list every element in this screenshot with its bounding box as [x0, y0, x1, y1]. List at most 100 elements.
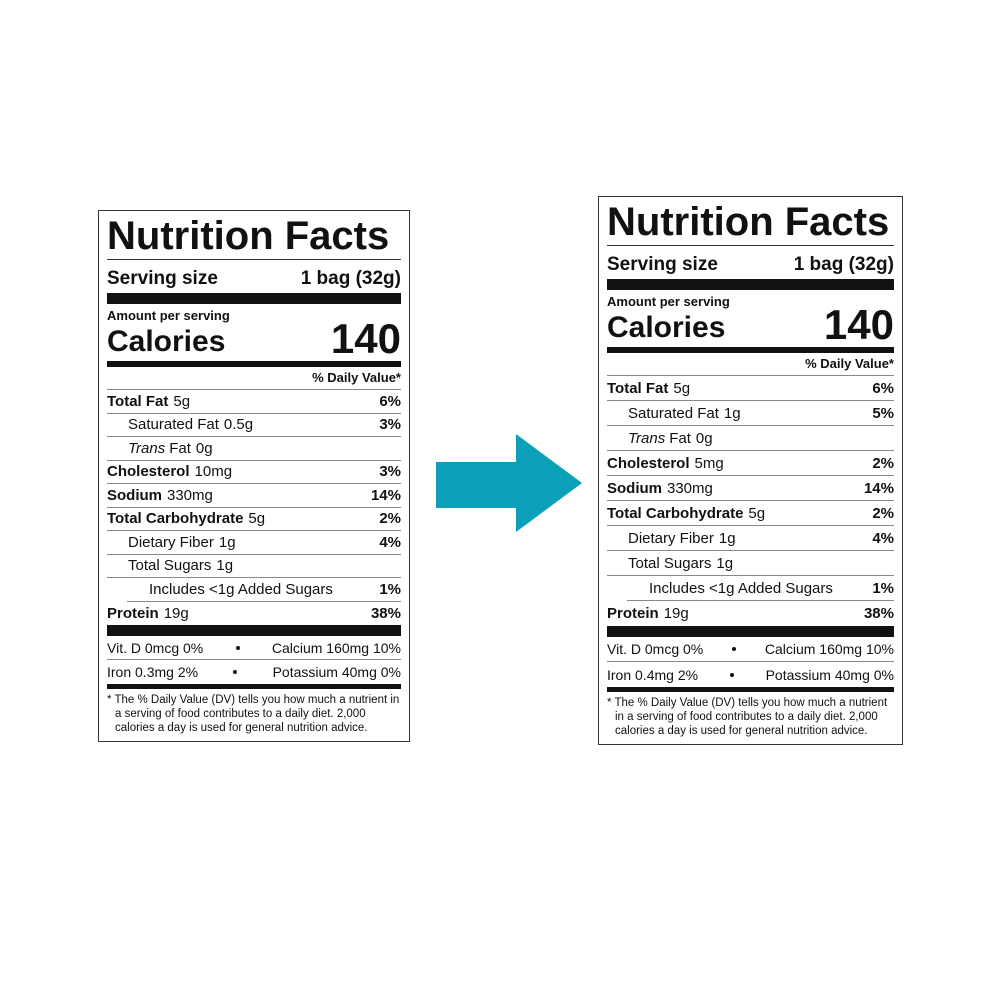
nutrient-name: Total Fat — [107, 392, 169, 410]
nutrient-amount: 0g — [195, 439, 213, 457]
mineral: Iron 0.3mg 2% — [107, 664, 199, 680]
nutrient-row: Total Carbohydrate 5g 2% — [607, 501, 894, 526]
label-title: Nutrition Facts — [607, 199, 894, 246]
nutrient-name: Saturated Fat — [628, 404, 719, 422]
daily-value-header: % Daily Value* — [107, 367, 401, 390]
nutrient-amount: 1g — [216, 557, 234, 575]
daily-value: 1% — [872, 579, 894, 597]
thick-bar — [607, 626, 894, 637]
thick-bar — [107, 361, 401, 367]
nutrient-row: Sodium 330mg 14% — [607, 476, 894, 501]
thick-bar — [107, 684, 401, 689]
nutrient-amount: 1g — [718, 529, 736, 547]
calories-value: 140 — [330, 315, 401, 362]
daily-value: 3% — [379, 463, 401, 481]
nutrient-amount: 19g — [163, 604, 189, 622]
nutrient-amount: 330mg — [167, 486, 213, 504]
nutrient-name-italic: Trans — [128, 439, 166, 457]
mineral: Potassium 40mg 0% — [272, 664, 401, 680]
nutrient-row: Dietary Fiber 1g 4% — [607, 526, 894, 551]
daily-value: 38% — [370, 604, 401, 622]
nutrient-amount: 5g — [248, 510, 266, 528]
nutrient-row: Total Fat 5g 6% — [107, 390, 401, 414]
thick-bar — [607, 347, 894, 353]
calories-value: 140 — [823, 301, 894, 348]
label-title: Nutrition Facts — [107, 213, 401, 260]
mineral: Potassium 40mg 0% — [765, 666, 894, 683]
mineral: Calcium 160mg 10% — [764, 641, 894, 657]
daily-value: 2% — [872, 454, 894, 472]
serving-row: Serving size 1 bag (32g) — [607, 246, 894, 279]
daily-value: 2% — [379, 510, 401, 528]
nutrient-amount: 1g — [723, 404, 741, 422]
mineral-row: Vit. D 0mcg 0% Calcium 160mg 10% — [607, 637, 894, 662]
nutrient-row: Protein 19g 38% — [607, 601, 894, 626]
footnote: * The % Daily Value (DV) tells you how m… — [107, 694, 400, 734]
daily-value: 6% — [379, 392, 401, 410]
calories-row: Calories 140 — [107, 318, 401, 361]
nutrient-name: Sodium — [607, 479, 662, 497]
nutrient-row: Total Fat 5g 6% — [607, 376, 894, 401]
nutrient-amount: 1g — [218, 533, 236, 551]
bullet — [729, 672, 734, 677]
amount-per-serving: Amount per serving — [607, 294, 730, 309]
nutrient-name: Fat — [169, 439, 191, 457]
mineral: Calcium 160mg 10% — [271, 639, 401, 656]
nutrient-name: Dietary Fiber — [628, 529, 714, 547]
mineral: Vit. D 0mcg 0% — [607, 641, 704, 657]
nutrient-amount: 330mg — [667, 479, 713, 497]
nutrient-name: Saturated Fat — [128, 416, 219, 434]
nutrient-row: Total Carbohydrate 5g 2% — [107, 508, 401, 531]
nutrient-name: Sodium — [107, 486, 162, 504]
nutrient-amount: 5g — [173, 392, 191, 410]
mineral: Vit. D 0mcg 0% — [107, 639, 204, 656]
serving-label: Serving size — [107, 268, 218, 289]
footnote: * The % Daily Value (DV) tells you how m… — [607, 697, 888, 737]
calories-label: Calories — [107, 325, 226, 358]
daily-value: 5% — [872, 404, 894, 422]
calories-label: Calories — [607, 311, 726, 344]
nutrient-name: Total Carbohydrate — [607, 504, 744, 522]
nutrient-row: Includes <1g Added Sugars 1% — [127, 578, 401, 602]
serving-value: 1 bag (32g) — [300, 268, 401, 289]
mineral-row: Vit. D 0mcg 0% Calcium 160mg 10% — [107, 636, 401, 660]
thick-bar — [107, 625, 401, 636]
nutrient-row: Includes <1g Added Sugars 1% — [627, 576, 894, 601]
nutrient-name: Fat — [669, 429, 691, 447]
nutrient-row: Saturated Fat 0.5g 3% — [107, 414, 401, 437]
nutrient-name: Protein — [107, 604, 159, 622]
mineral-row: Iron 0.3mg 2% Potassium 40mg 0% — [107, 660, 401, 684]
nutrient-amount: 5g — [673, 379, 691, 397]
nutrient-name-italic: Trans — [628, 429, 666, 447]
bullet — [235, 645, 240, 650]
nutrient-amount: 5g — [748, 504, 766, 522]
nutrient-name: Includes <1g Added Sugars — [649, 579, 833, 597]
daily-value: 3% — [379, 416, 401, 434]
nutrient-amount: 5mg — [694, 454, 724, 472]
nutrient-name: Cholesterol — [607, 454, 690, 472]
calories-row: Calories 140 — [607, 304, 894, 347]
nutrient-row: Dietary Fiber 1g 4% — [107, 531, 401, 555]
nutrient-name: Cholesterol — [107, 463, 190, 481]
serving-label: Serving size — [607, 254, 718, 275]
nutrient-row: Cholesterol 5mg 2% — [607, 451, 894, 476]
nutrient-row: Protein 19g 38% — [107, 602, 401, 626]
daily-value-header: % Daily Value* — [607, 353, 894, 376]
daily-value: 14% — [370, 486, 401, 504]
nutrient-row: Cholesterol 10mg 3% — [107, 461, 401, 484]
nutrient-row: Sodium 330mg 14% — [107, 484, 401, 508]
nutrient-amount: 0.5g — [223, 416, 254, 434]
bullet — [732, 647, 737, 651]
daily-value: 6% — [872, 379, 894, 397]
daily-value: 14% — [863, 479, 894, 497]
nutrient-name: Includes <1g Added Sugars — [149, 580, 333, 598]
nutrient-amount: 1g — [716, 554, 734, 572]
nutrient-amount: 10mg — [194, 463, 233, 481]
mineral-row: Iron 0.4mg 2% Potassium 40mg 0% — [607, 662, 894, 687]
daily-value: 4% — [379, 533, 401, 551]
thick-bar — [607, 687, 894, 692]
nutrient-name: Protein — [607, 605, 659, 622]
nutrient-row: Trans Fat 0g — [607, 426, 894, 451]
daily-value: 1% — [379, 580, 401, 598]
